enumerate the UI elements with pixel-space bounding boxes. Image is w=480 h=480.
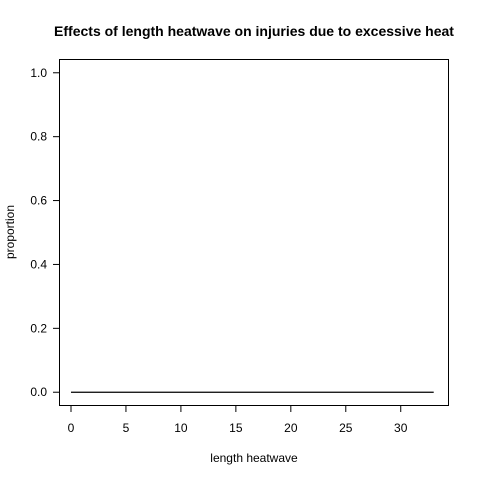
x-tick-label: 30 [394, 421, 408, 435]
x-tick-label: 20 [284, 421, 298, 435]
y-tick-label: 0.0 [30, 385, 47, 399]
x-tick-label: 10 [174, 421, 188, 435]
y-tick-label: 0.4 [30, 257, 47, 271]
y-tick-label: 1.0 [30, 66, 47, 80]
y-tick-label: 0.2 [30, 321, 47, 335]
y-axis: 0.0 0.2 0.4 0.6 0.8 1.0 [30, 66, 60, 399]
x-axis-label: length heatwave [210, 451, 298, 465]
x-axis: 0 5 10 15 20 25 30 [68, 405, 408, 435]
chart-title: Effects of length heatwave on injuries d… [54, 23, 454, 39]
y-axis-label: proportion [3, 205, 17, 259]
x-tick-label: 5 [123, 421, 130, 435]
y-tick-label: 0.8 [30, 130, 47, 144]
x-tick-label: 0 [68, 421, 75, 435]
x-tick-label: 25 [339, 421, 353, 435]
y-tick-label: 0.6 [30, 194, 47, 208]
plot-area [59, 59, 449, 406]
x-tick-label: 15 [229, 421, 243, 435]
